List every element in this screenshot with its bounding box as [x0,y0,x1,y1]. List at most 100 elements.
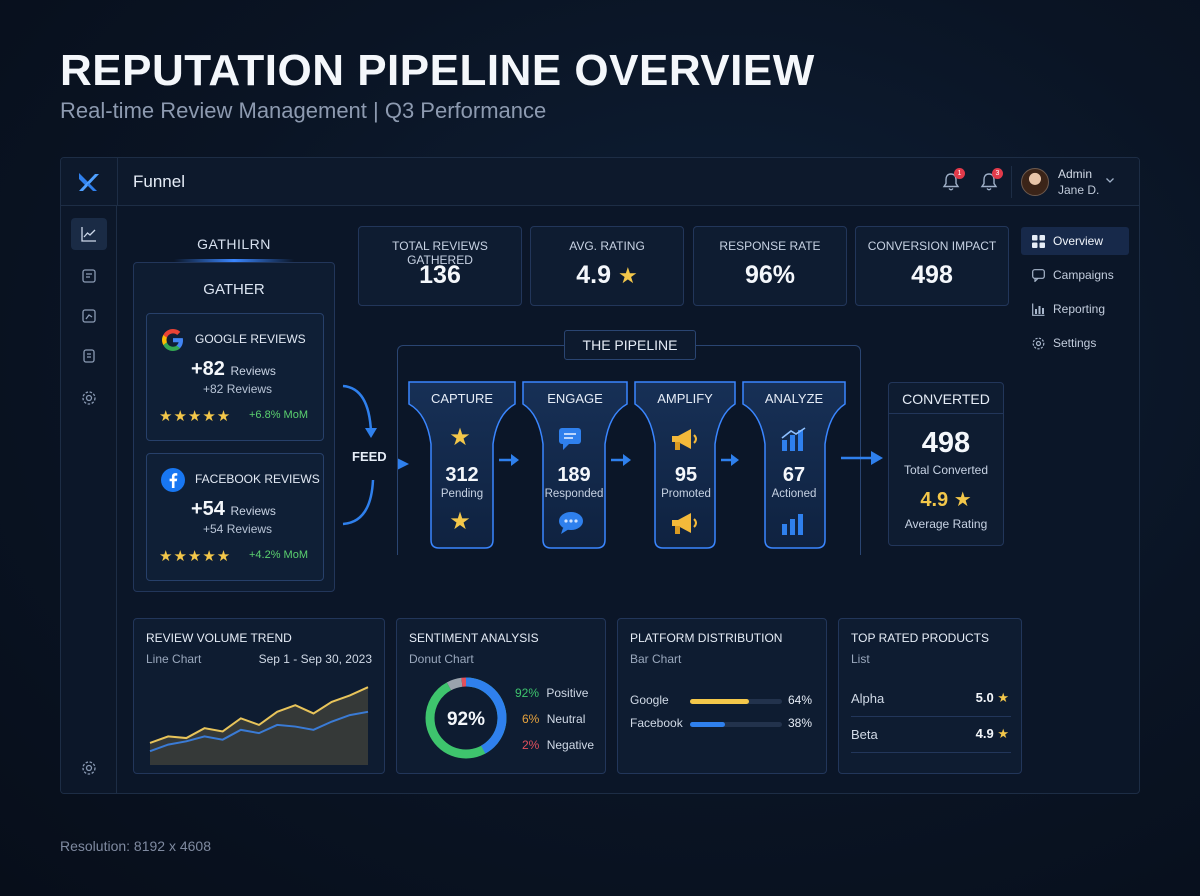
stage-value: 95 [674,464,698,486]
mom-growth: +6.8% MoM [249,409,308,421]
legend-label: Negative [546,738,595,752]
feed-label: FEED [352,449,387,464]
right-nav-overview[interactable]: Overview [1021,227,1129,255]
sentiment-panel: SENTIMENT ANALYSIS Donut Chart 92% 92% P… [396,618,606,774]
trend-line-chart [149,686,369,765]
platform-name: Facebook [630,716,683,730]
right-nav-campaigns[interactable]: Campaigns [1021,261,1129,289]
product-name[interactable]: Alpha [851,691,885,706]
panel-title: TOP RATED PRODUCTS [851,631,990,645]
product-rating: 5.0 [975,690,994,705]
donut-center-label: 92% [446,709,486,730]
facebook-reviews-card[interactable]: FACEBOOK REVIEWS +54 Reviews +54 Reviews… [146,453,324,581]
source-count-value: +54 [191,498,225,520]
converted-rating-wrap: 4.9 ★ [889,487,1003,512]
rating-stars-icon: ★★★★★ [159,408,232,425]
star-icon: ★ [449,424,471,451]
user-subname[interactable]: Jane D. [1058,183,1100,197]
stage-sub: Actioned [771,488,817,500]
converted-title: CONVERTED [902,391,990,407]
stage-label: AMPLIFY [657,391,713,406]
pipeline-title: THE PIPELINE [564,330,696,360]
megaphone-icon [672,513,697,534]
trend-area [150,687,368,765]
nav-preferences-icon[interactable] [71,752,107,784]
source-count-unit: Reviews [230,504,276,518]
nav-settings-icon[interactable] [71,382,107,414]
kpi-conversion-impact: CONVERSION IMPACT 498 [855,226,1009,306]
kpi-label: AVG. RATING [569,239,645,253]
converted-rating-label: Average Rating [904,517,988,531]
nav-messages-icon[interactable] [71,260,107,292]
star-icon: ★ [997,726,1009,741]
app-window: Funnel 1 3 Admin Jane D. [60,157,1140,794]
gather-heading: GATHILRN [197,236,271,252]
alerts-bell-icon[interactable]: 3 [978,168,1003,193]
panel-title: REVIEW VOLUME TREND [146,631,292,645]
source-count: +82 Reviews [191,358,276,381]
google-logo-icon [162,329,183,351]
chevron-down-icon[interactable] [1105,175,1115,185]
platform-panel: PLATFORM DISTRIBUTION Bar Chart Google 6… [617,618,827,774]
trend-series-line [149,686,369,744]
gather-title: GATHER [203,281,265,298]
source-count-value: +82 [191,358,225,380]
notification-bell-icon[interactable]: 1 [940,168,965,193]
sentiment-donut-chart [425,677,507,759]
panel-subtitle: Bar Chart [630,652,682,666]
stage-sub: Responded [544,488,604,500]
right-nav-settings[interactable]: Settings [1021,329,1129,357]
source-count-secondary: +82 Reviews [203,382,273,396]
source-count-secondary: +54 Reviews [203,522,273,536]
top-bar: Funnel 1 3 Admin Jane D. [61,158,1139,206]
to-converted-arrow [841,451,883,465]
stage-value: 189 [557,464,591,486]
right-nav-label: Settings [1053,336,1097,350]
platform-name: Google [630,693,669,707]
star-icon: ★ [997,690,1009,705]
bar-chart-icon [781,427,806,451]
stage-label: ENGAGE [547,391,603,406]
trend-series-line [149,710,369,753]
user-name[interactable]: Admin [1058,167,1093,181]
facebook-logo-icon [161,468,185,492]
stage-capture-funnel [408,381,516,549]
product-rating-wrap: 5.0 ★ [976,690,1009,706]
right-nav-label: Overview [1053,234,1104,248]
avatar[interactable] [1021,168,1049,196]
product-rating: 4.9 [975,726,994,741]
right-nav-label: Reporting [1053,302,1106,316]
top-products-panel: TOP RATED PRODUCTS List Alpha 5.0 ★ Beta… [838,618,1022,774]
grid-icon [1031,234,1045,248]
source-count: +54 Reviews [191,498,276,521]
stage-sub: Pending [440,488,484,500]
hero-subtitle: Real-time Review Management | Q3 Perform… [60,98,547,123]
kpi-label: TOTAL REVIEWS GATHERED [392,239,488,267]
stage-amplify-funnel [634,381,736,549]
source-name: GOOGLE REVIEWS [195,332,306,346]
app-logo-icon[interactable] [75,170,103,194]
pipeline-stages [408,381,846,549]
date-range[interactable]: Sep 1 - Sep 30, 2023 [258,652,372,666]
star-icon: ★ [449,508,471,535]
source-count-unit: Reviews [230,364,276,378]
legend-positive: 92% Positive [515,686,588,700]
nav-documents-icon[interactable] [71,340,107,372]
chat-icon [559,428,581,450]
product-name[interactable]: Beta [851,727,878,742]
google-reviews-card[interactable]: GOOGLE REVIEWS +82 Reviews +82 Reviews ★… [146,313,324,441]
legend-negative: 2% Negative [522,738,594,752]
right-nav-reporting[interactable]: Reporting [1021,295,1129,323]
panel-title: PLATFORM DISTRIBUTION [630,631,783,645]
stage-engage-funnel [522,381,628,549]
converted-value: 498 [921,427,971,459]
legend-neutral: 6% Neutral [522,712,585,726]
product-rating-wrap: 4.9 ★ [976,726,1009,742]
nav-reports-icon[interactable] [71,300,107,332]
legend-pct: 92% [515,686,540,700]
nav-analytics-icon[interactable] [71,218,107,250]
source-name: FACEBOOK REVIEWS [195,472,320,486]
kpi-label: RESPONSE RATE [719,239,821,253]
panel-subtitle: List [851,652,870,666]
stage-label: CAPTURE [430,391,494,406]
